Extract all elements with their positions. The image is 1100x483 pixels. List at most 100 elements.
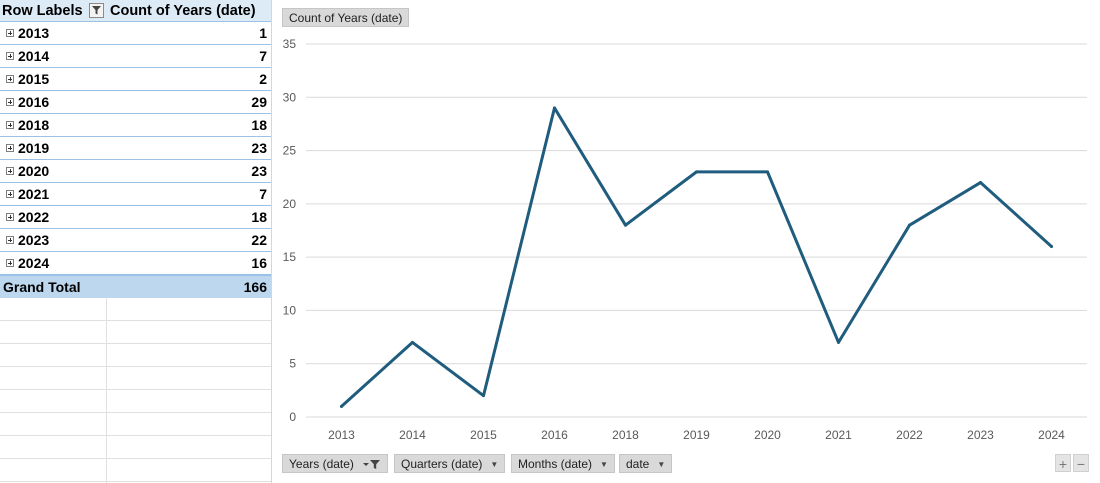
data-point[interactable]: [1050, 244, 1053, 248]
row-value: 22: [251, 232, 267, 248]
row-labels-filter-button[interactable]: [89, 3, 104, 18]
data-point[interactable]: [553, 106, 556, 110]
data-point[interactable]: [979, 181, 982, 185]
pivot-row: 2020 23: [0, 160, 272, 183]
expand-icon[interactable]: [6, 213, 14, 221]
expand-field-button[interactable]: +: [1055, 454, 1071, 472]
pivot-header-row: Row Labels Count of Years (date): [0, 0, 272, 22]
row-value: 1: [259, 25, 267, 41]
row-value: 18: [251, 117, 267, 133]
row-value: 23: [251, 163, 267, 179]
x-tick-label: 2024: [1038, 428, 1065, 442]
row-value: 2: [259, 71, 267, 87]
data-point[interactable]: [766, 170, 769, 174]
pivot-row: 2015 2: [0, 68, 272, 91]
row-labels-header: Row Labels: [2, 3, 83, 19]
row-label: 2019: [18, 140, 50, 156]
data-point[interactable]: [908, 223, 911, 227]
pivot-rows: Row Labels Count of Years (date) 2013 1 20…: [0, 0, 272, 298]
filter-icon: [92, 6, 101, 15]
value-field-button[interactable]: Count of Years (date): [282, 8, 410, 27]
pivot-row: 2013 1: [0, 22, 272, 45]
quarters-field-button[interactable]: Quarters (date) ▼: [394, 454, 506, 473]
x-tick-label: 2022: [896, 428, 923, 442]
dropdown-arrow-icon: ▼: [657, 460, 666, 470]
quarters-field-label: Quarters (date): [401, 457, 483, 471]
pivot-row: 2016 29: [0, 91, 272, 114]
y-tick-label: 25: [283, 144, 297, 158]
x-tick-label: 2018: [612, 428, 639, 442]
y-tick-label: 35: [283, 37, 297, 51]
row-value: 7: [259, 186, 267, 202]
grand-total-row: Grand Total 166: [0, 275, 272, 298]
row-label: 2021: [18, 186, 50, 202]
date-field-button[interactable]: date ▼: [619, 454, 673, 473]
row-value: 7: [259, 48, 267, 64]
row-label: 2016: [18, 94, 50, 110]
x-tick-label: 2019: [683, 428, 710, 442]
data-point[interactable]: [482, 394, 485, 398]
data-point[interactable]: [837, 340, 840, 344]
pivot-row: 2018 18: [0, 114, 272, 137]
expand-icon[interactable]: [6, 144, 14, 152]
collapse-field-button[interactable]: −: [1073, 454, 1089, 472]
pivot-table: Row Labels Count of Years (date) 2013 1 20…: [0, 0, 272, 483]
expand-icon[interactable]: [6, 167, 14, 175]
y-tick-label: 30: [283, 90, 297, 104]
row-label: 2014: [18, 48, 50, 64]
pivot-row: 2021 7: [0, 183, 272, 206]
row-label: 2015: [18, 71, 50, 87]
row-label: 2023: [18, 232, 50, 248]
x-tick-label: 2015: [470, 428, 497, 442]
dropdown-arrow-icon: ▼: [600, 460, 608, 470]
pivot-row: 2019 23: [0, 137, 272, 160]
expand-icon[interactable]: [6, 75, 14, 83]
row-value: 23: [251, 140, 267, 156]
y-tick-label: 0: [289, 410, 296, 424]
row-label: 2013: [18, 25, 50, 41]
expand-icon[interactable]: [6, 98, 14, 106]
y-tick-label: 10: [283, 303, 297, 317]
row-label: 2024: [18, 255, 50, 271]
expand-icon[interactable]: [6, 121, 14, 129]
line-chart: 0 5 10 15 20 25 30 35 2013 2014 2015 2016 2018 2019 20…: [283, 37, 1087, 442]
row-label: 2018: [18, 117, 50, 133]
expand-icon[interactable]: [6, 259, 14, 267]
y-tick-label: 15: [283, 250, 297, 264]
pivot-row: 2023 22: [0, 229, 272, 252]
data-point[interactable]: [695, 170, 698, 174]
empty-cells: [0, 298, 272, 483]
row-value: 29: [251, 94, 267, 110]
x-tick-label: 2016: [541, 428, 568, 442]
date-field-label: date: [626, 457, 650, 471]
pivot-row: 2024 16: [0, 252, 272, 275]
pivot-row: 2022 18: [0, 206, 272, 229]
data-point[interactable]: [411, 340, 414, 344]
data-point[interactable]: [624, 223, 627, 227]
years-field-button[interactable]: Years (date): [282, 454, 389, 473]
filter-dropdown-icon: [363, 460, 381, 470]
pivot-chart[interactable]: Count of Years (date) 0 5 10 15 20 25 30 35 2013…: [272, 0, 1100, 483]
x-tick-label: 2020: [754, 428, 781, 442]
value-field-header: Count of Years (date): [110, 3, 256, 19]
x-tick-label: 2013: [328, 428, 355, 442]
x-tick-label: 2021: [825, 428, 852, 442]
months-field-label: Months (date): [518, 457, 593, 471]
months-field-button[interactable]: Months (date) ▼: [511, 454, 615, 473]
years-field-label: Years (date): [289, 457, 354, 471]
data-point[interactable]: [340, 404, 343, 408]
expand-icon[interactable]: [6, 190, 14, 198]
y-tick-label: 5: [289, 357, 296, 371]
row-label: 2022: [18, 209, 50, 225]
row-label: 2020: [18, 163, 50, 179]
row-value: 16: [251, 255, 267, 271]
grand-total-label: Grand Total: [3, 279, 81, 295]
expand-icon[interactable]: [6, 52, 14, 60]
expand-icon[interactable]: [6, 29, 14, 37]
expand-icon[interactable]: [6, 236, 14, 244]
pivot-row: 2014 7: [0, 45, 272, 68]
y-tick-label: 20: [283, 197, 297, 211]
row-value: 18: [251, 209, 267, 225]
grand-total-value: 166: [243, 279, 267, 295]
dropdown-arrow-icon: ▼: [490, 460, 499, 470]
